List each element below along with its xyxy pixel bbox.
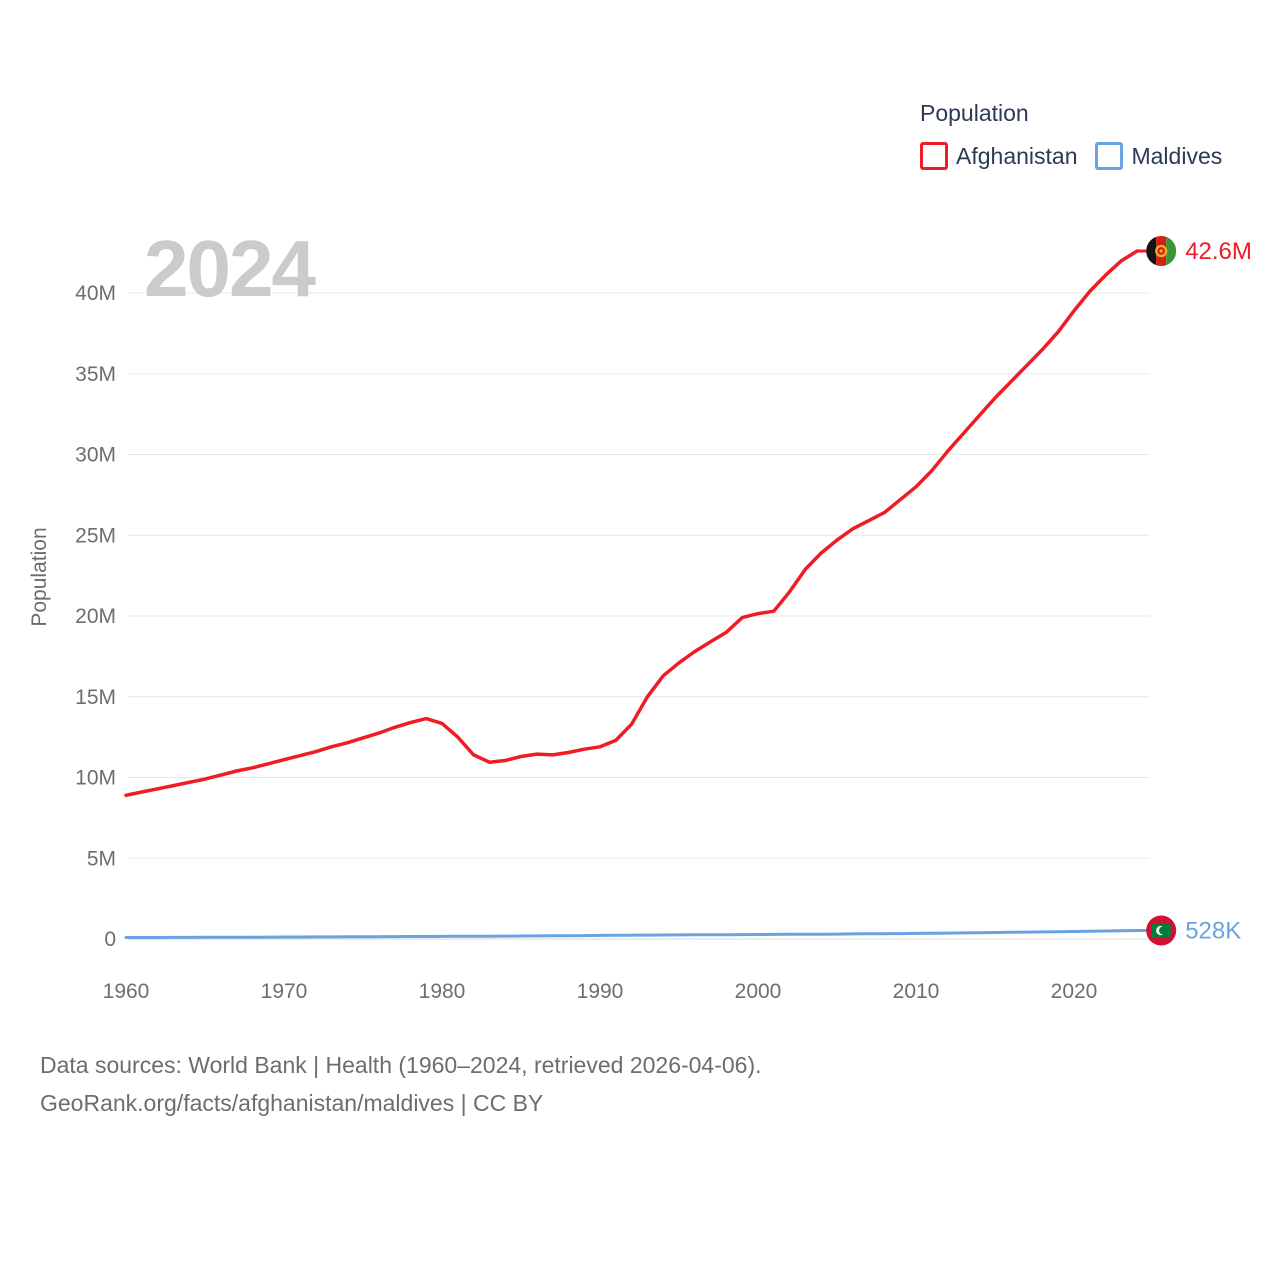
legend-item-maldives[interactable]: Maldives: [1095, 142, 1222, 170]
end-value-label-afghanistan: 42.6M: [1185, 238, 1252, 265]
y-axis-title: Population: [28, 527, 51, 626]
x-tick-label: 1990: [577, 980, 624, 1003]
y-tick-label: 15M: [75, 686, 116, 709]
maldives-swatch-icon: [1095, 142, 1124, 170]
legend-items: Afghanistan Maldives: [920, 142, 1222, 170]
end-value-label-maldives: 528K: [1185, 918, 1241, 945]
legend-title: Population: [920, 100, 1029, 126]
x-tick-label: 2000: [735, 980, 782, 1003]
y-tick-label: 25M: [75, 524, 116, 547]
afghanistan-swatch-icon: [920, 142, 948, 170]
legend-item-label: Afghanistan: [956, 142, 1078, 169]
legend-item-label: Maldives: [1131, 142, 1223, 169]
attribution-footer: Data sources: World Bank | Health (1960–…: [40, 1046, 762, 1122]
y-tick-label: 20M: [75, 605, 116, 628]
afghanistan-flag-icon[interactable]: [1146, 236, 1177, 267]
source-url-line[interactable]: GeoRank.org/facts/afghanistan/maldives |…: [40, 1090, 544, 1116]
legend: Population Afghanistan Maldives: [920, 100, 1222, 170]
x-tick-label: 2010: [893, 980, 940, 1003]
series-line-maldives[interactable]: [124, 929, 1139, 939]
y-tick-label: 40M: [75, 282, 116, 305]
legend-item-afghanistan[interactable]: Afghanistan: [920, 142, 1077, 170]
maldives-flag-icon[interactable]: [1146, 915, 1177, 946]
year-watermark: 2024: [144, 224, 316, 313]
series-line-afghanistan[interactable]: [124, 249, 1139, 798]
y-tick-label: 10M: [75, 767, 116, 790]
x-tick-label: 2020: [1051, 980, 1098, 1003]
y-tick-label: 35M: [75, 363, 116, 386]
y-tick-label: 0: [104, 928, 116, 951]
x-tick-label: 1970: [261, 980, 308, 1003]
y-tick-label: 5M: [87, 847, 116, 870]
x-tick-label: 1980: [419, 980, 466, 1003]
x-tick-label: 1960: [103, 980, 150, 1003]
data-sources-line: Data sources: World Bank | Health (1960–…: [40, 1052, 762, 1078]
y-tick-label: 30M: [75, 444, 116, 467]
